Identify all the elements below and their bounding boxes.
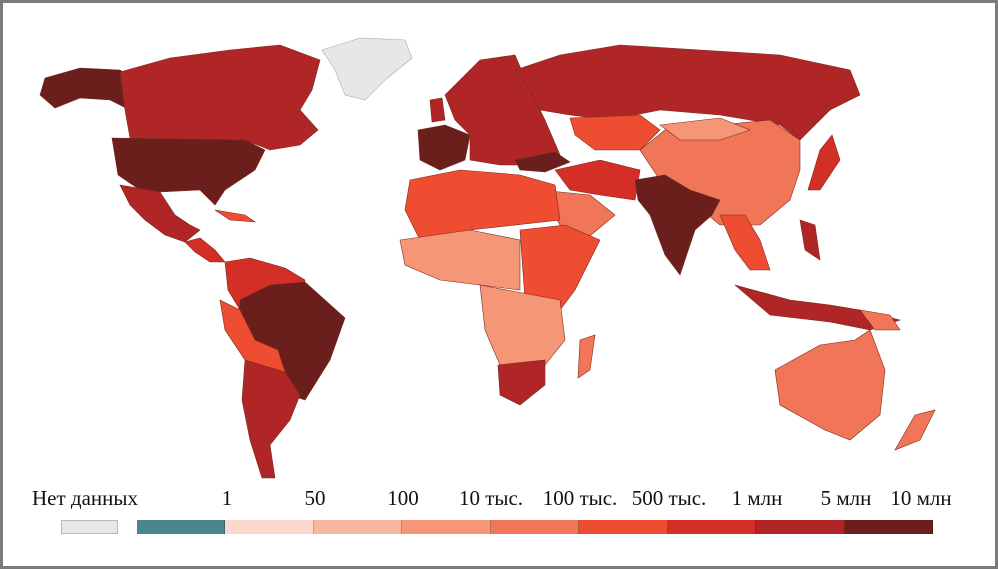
region-japan — [807, 134, 841, 191]
legend-label-1m: 1 млн — [731, 486, 783, 510]
region-australia — [774, 329, 886, 441]
legend-swatch-7 — [756, 520, 845, 534]
region-europe-west — [417, 124, 471, 171]
region-mongolia — [659, 117, 751, 141]
region-north-africa — [404, 169, 561, 241]
legend-swatch-6 — [667, 520, 757, 534]
map-frame — [3, 3, 995, 566]
legend-label-1: 1 — [221, 486, 233, 510]
legend-label-10k: 10 тыс. — [458, 486, 524, 510]
region-madagascar — [577, 334, 596, 379]
legend-label-50: 50 — [304, 486, 326, 510]
region-middle-east — [554, 159, 641, 201]
region-greenland — [321, 37, 413, 101]
region-southeast-asia — [719, 214, 771, 271]
region-caribbean — [214, 209, 257, 223]
region-alaska — [39, 67, 136, 111]
legend-swatch-2 — [313, 520, 403, 534]
legend-swatch-5 — [579, 520, 668, 534]
legend-swatch-3 — [402, 520, 491, 534]
region-canada — [119, 44, 321, 151]
region-philippines — [799, 219, 821, 261]
region-india — [634, 174, 721, 276]
legend-swatch-4 — [490, 520, 580, 534]
region-new-zealand — [894, 409, 936, 451]
region-papua — [859, 309, 901, 331]
region-argentina-chile — [241, 359, 301, 479]
legend-color-scale — [137, 520, 933, 534]
region-turkey — [514, 151, 571, 173]
region-usa — [111, 137, 266, 206]
legend-label-100k: 100 тыс. — [542, 486, 618, 510]
region-uk — [429, 97, 446, 123]
region-indonesia — [734, 284, 902, 331]
legend-no-data-swatch — [61, 520, 118, 534]
legend-no-data-label: Нет данных — [31, 486, 139, 510]
region-south-africa — [497, 359, 546, 406]
legend-label-500k: 500 тыс. — [631, 486, 707, 510]
legend-swatch-8 — [844, 520, 933, 534]
legend-label-100: 100 — [387, 486, 419, 510]
legend-label-5m: 5 млн — [820, 486, 872, 510]
region-mexico — [119, 184, 201, 243]
legend-label-10m: 10 млн — [890, 486, 952, 510]
legend-swatch-1 — [225, 520, 314, 534]
region-west-africa — [399, 229, 521, 291]
region-central-america — [184, 237, 226, 263]
world-map — [39, 37, 936, 479]
legend-swatch-0 — [137, 520, 226, 534]
